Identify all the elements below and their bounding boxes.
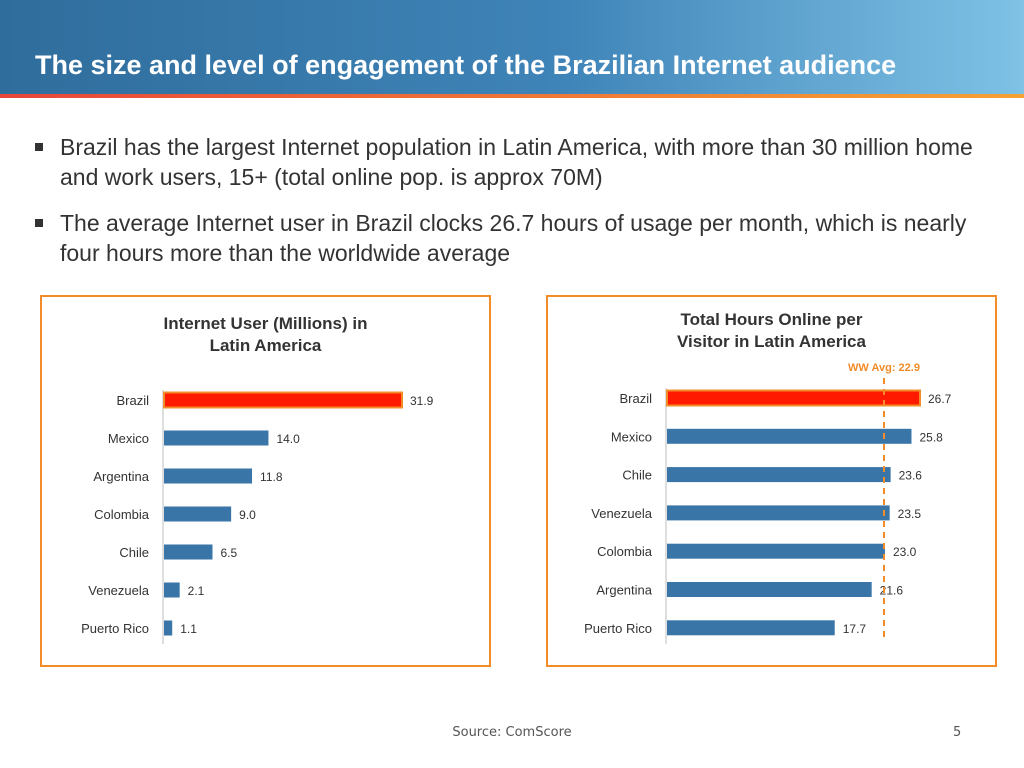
bar — [667, 428, 912, 444]
bullet-item: The average Internet user in Brazil cloc… — [35, 208, 995, 268]
bullet-square-icon — [35, 143, 43, 151]
value-label: 23.0 — [893, 545, 917, 559]
value-label: 31.9 — [410, 394, 434, 408]
bar — [667, 582, 872, 597]
ww-average-label: WW Avg: 22.9 — [848, 362, 920, 374]
page-number: 5 — [953, 725, 962, 740]
category-label: Venezuela — [88, 583, 149, 598]
bar — [667, 467, 891, 483]
category-label: Puerto Rico — [584, 621, 652, 636]
value-label: 25.8 — [919, 430, 943, 444]
chart-title: Total Hours Online per Visitor in Latin … — [548, 309, 995, 353]
bullet-item: Brazil has the largest Internet populati… — [35, 132, 995, 192]
category-label: Brazil — [116, 393, 149, 408]
chart-title-line: Internet User (Millions) in — [163, 314, 368, 333]
value-label: 23.5 — [898, 507, 922, 521]
slide-header: The size and level of engagement of the … — [0, 0, 1024, 98]
category-label: Brazil — [619, 391, 652, 406]
value-label: 1.1 — [180, 622, 197, 636]
chart-title-line: Latin America — [209, 336, 322, 355]
chart-title-line: Total Hours Online per — [680, 310, 863, 329]
category-label: Argentina — [93, 469, 149, 484]
category-label: Mexico — [108, 431, 149, 446]
bar — [164, 468, 253, 484]
source-note: Source: ComScore — [452, 725, 572, 740]
category-label: Colombia — [94, 507, 150, 522]
category-label: Argentina — [596, 583, 652, 598]
bar — [164, 582, 180, 598]
bar — [164, 620, 173, 636]
bar — [164, 544, 213, 560]
category-label: Venezuela — [591, 506, 652, 521]
bullet-list: Brazil has the largest Internet populati… — [35, 132, 995, 284]
category-label: Mexico — [611, 429, 652, 444]
chart-title: Internet User (Millions) in Latin Americ… — [42, 313, 489, 357]
highlight-bar — [666, 389, 921, 407]
hours-online-chart-panel: Total Hours Online per Visitor in Latin … — [546, 295, 997, 667]
internet-users-bar-chart: Brazil 31.9 Mexico 14.0 Argentina 11.8 Colombi… — [81, 390, 434, 644]
hours-online-bar-chart: Brazil 26.7 Mexico 25.8 Chile 23.6 Venezuela 23… — [584, 362, 952, 644]
bar — [667, 620, 835, 636]
category-label: Chile — [622, 468, 652, 483]
slide-title: The size and level of engagement of the … — [35, 50, 897, 80]
bullet-square-icon — [35, 219, 43, 227]
highlight-bar — [163, 391, 403, 409]
bullet-text: Brazil has the largest Internet populati… — [60, 134, 973, 190]
chart-title-line: Visitor in Latin America — [677, 332, 866, 351]
value-label: 9.0 — [239, 508, 256, 522]
value-label: 11.8 — [260, 470, 283, 484]
bar — [667, 543, 885, 559]
value-label: 6.5 — [220, 546, 237, 560]
category-label: Colombia — [597, 544, 653, 559]
value-label: 2.1 — [188, 584, 205, 598]
value-label: 23.6 — [899, 469, 923, 483]
bullet-text: The average Internet user in Brazil cloc… — [60, 210, 967, 266]
internet-users-chart-panel: Internet User (Millions) in Latin Americ… — [40, 295, 491, 667]
bar — [667, 505, 890, 521]
header-accent-bar — [0, 94, 1024, 98]
value-label: 26.7 — [928, 392, 952, 406]
value-label: 21.6 — [880, 584, 904, 598]
bar — [164, 506, 232, 522]
bar — [164, 430, 269, 446]
category-label: Chile — [119, 545, 149, 560]
category-label: Puerto Rico — [81, 621, 149, 636]
value-label: 14.0 — [276, 432, 300, 446]
value-label: 17.7 — [843, 622, 867, 636]
